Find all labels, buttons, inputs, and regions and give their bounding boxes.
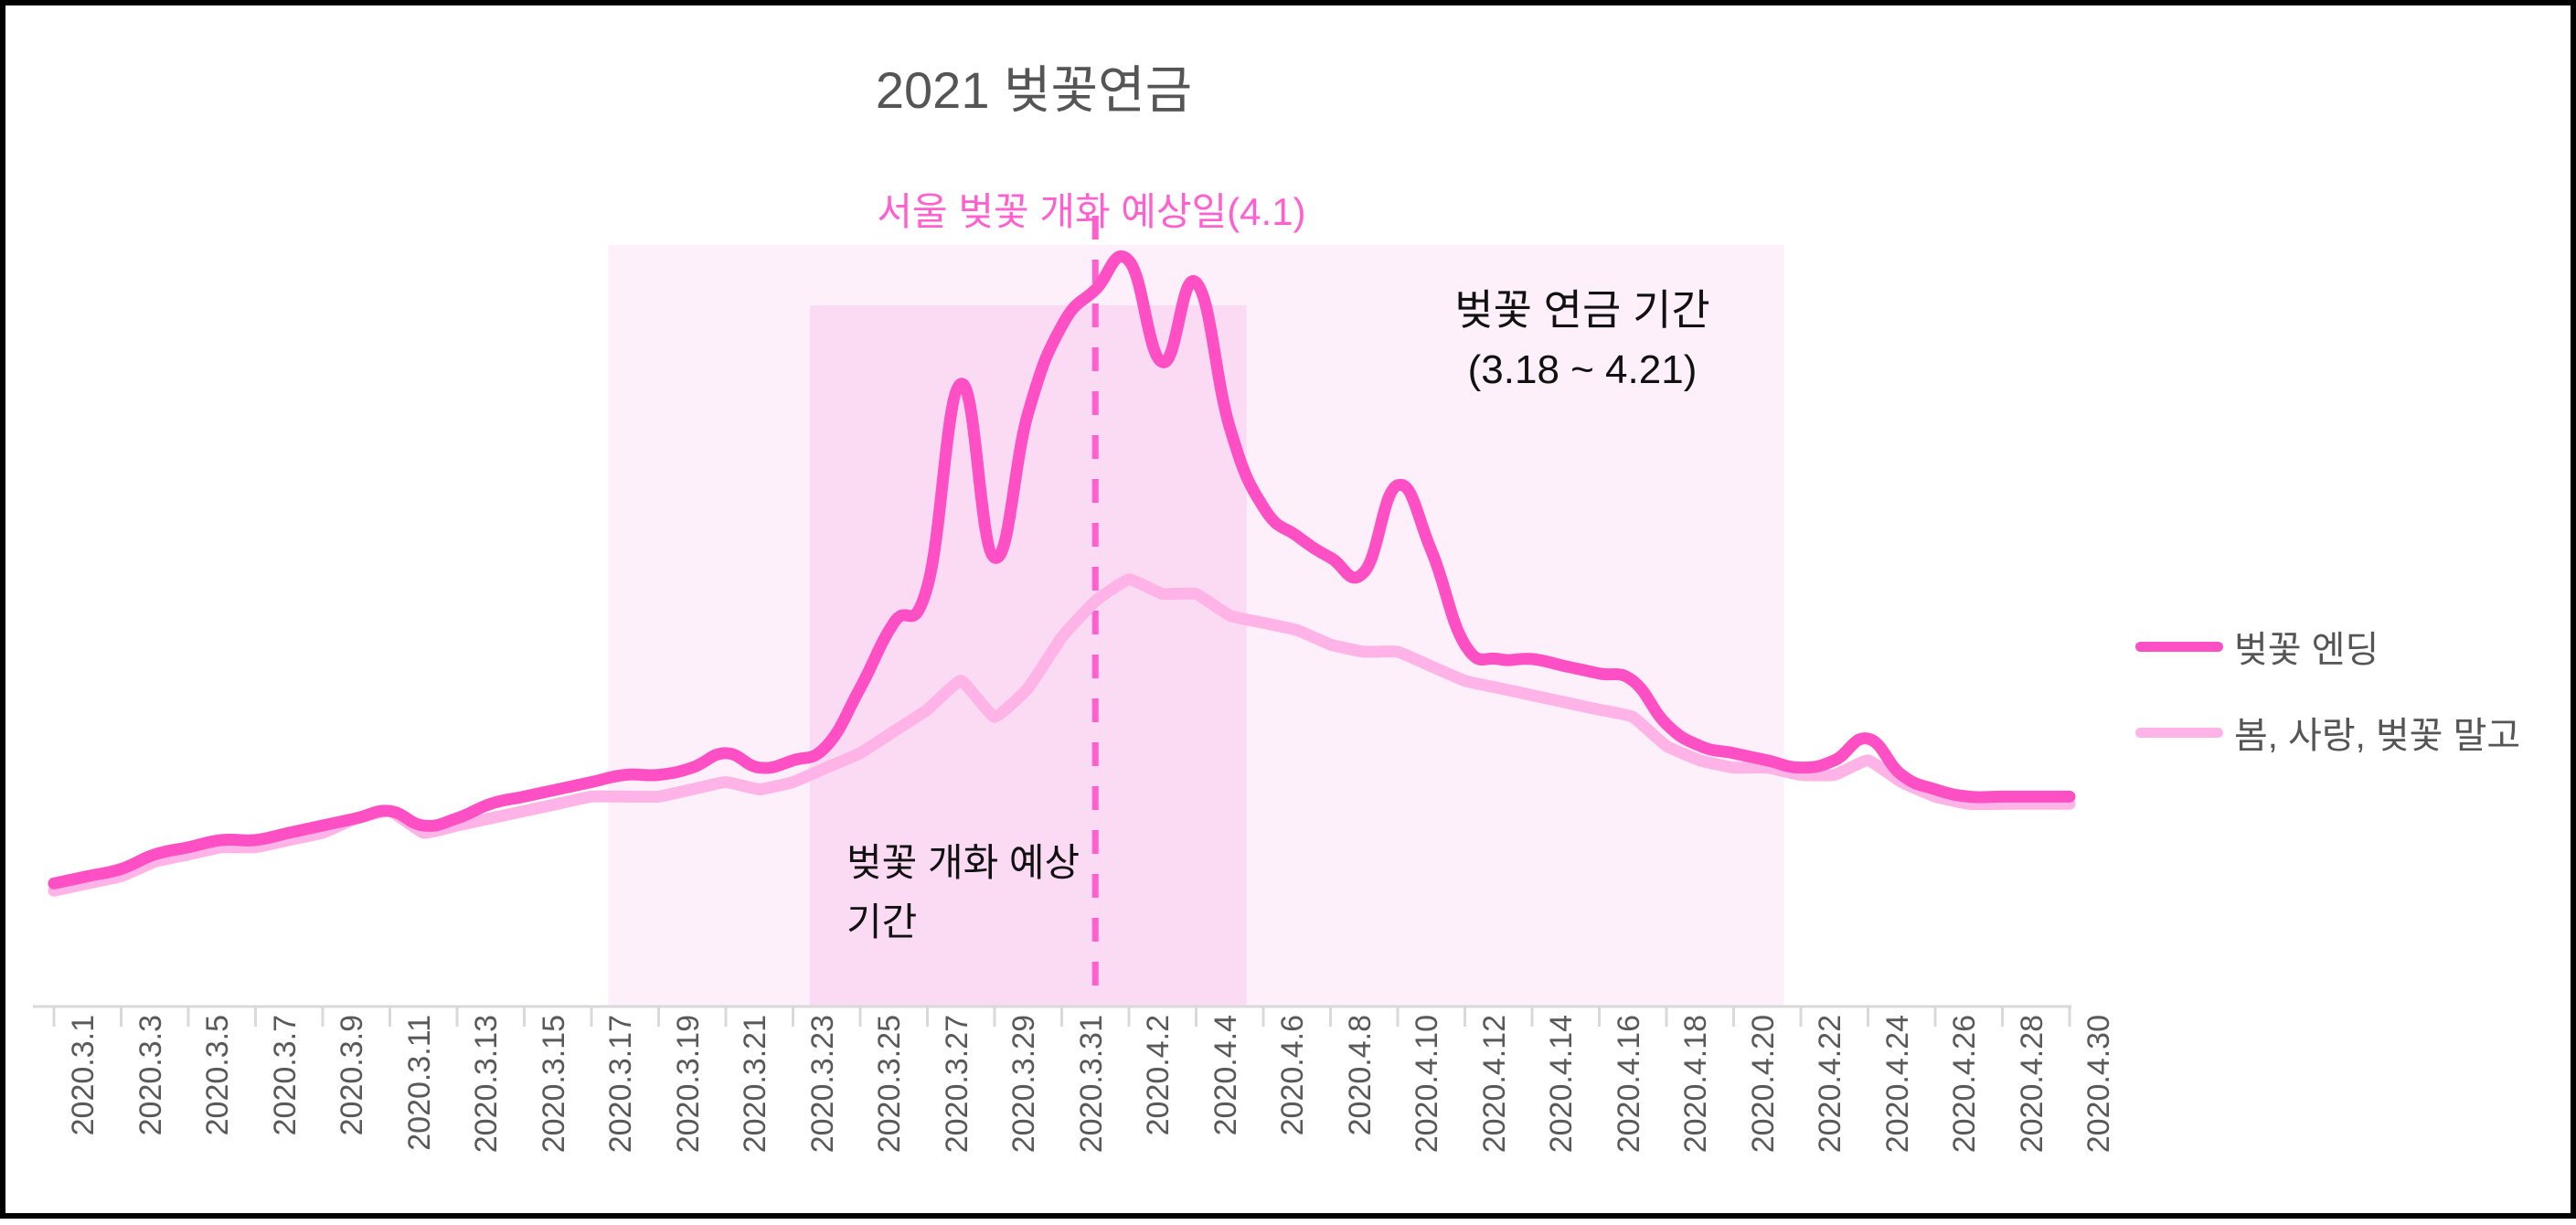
x-axis-tick-label: 2020.4.20	[1745, 1015, 1781, 1154]
chart-legend: 벚꽃 엔딩 봄, 사랑, 벚꽃 말고	[2135, 620, 2520, 759]
x-axis-tick-label: 2020.3.23	[804, 1015, 840, 1154]
pension-period-line1: 벚꽃 연금 기간	[1454, 286, 1710, 334]
x-axis-tick-label: 2020.4.22	[1813, 1015, 1847, 1154]
legend-swatch-icon	[2135, 727, 2223, 738]
chart-title: 2021 벚꽃연금	[875, 61, 1193, 119]
x-axis-tick-label: 2020.3.11	[401, 1015, 437, 1151]
x-axis-tick-label: 2020.4.2	[1141, 1015, 1176, 1136]
x-axis-tick-label: 2020.3.29	[1006, 1015, 1041, 1154]
x-axis-tick-label: 2020.4.8	[1342, 1015, 1378, 1136]
chart-plot-area	[33, 216, 2076, 1027]
x-axis-tick-label: 2020.3.5	[200, 1015, 235, 1136]
x-axis-tick-label: 2020.3.3	[133, 1015, 168, 1136]
x-axis-tick-label: 2020.3.31	[1073, 1015, 1109, 1154]
x-axis-tick-label: 2020.3.15	[536, 1015, 571, 1154]
x-axis-tick-label: 2020.3.17	[603, 1015, 638, 1154]
x-axis-tick-label: 2020.4.26	[1947, 1015, 1982, 1154]
x-axis	[33, 1005, 2071, 1027]
x-axis-tick-label: 2020.3.1	[66, 1015, 101, 1136]
legend-label: 벚꽃 엔딩	[2234, 630, 2379, 670]
bloom-period-annotation: 벚꽃 개화 예상 기간	[846, 833, 1212, 952]
x-axis-tick-label: 2020.4.4	[1208, 1015, 1243, 1136]
bloom-period-line2: 기간	[846, 900, 918, 944]
x-axis-tick-label: 2020.4.14	[1544, 1015, 1579, 1154]
legend-item-1[interactable]: 봄, 사랑, 벚꽃 말고	[2135, 706, 2520, 759]
x-axis-tick-label: 2020.3.9	[335, 1015, 369, 1136]
x-axis-tick-label: 2020.3.7	[267, 1015, 303, 1136]
pension-period-line2: (3.18 ~ 4.21)	[1467, 346, 1698, 392]
x-axis-tick-label: 2020.4.28	[2014, 1015, 2049, 1154]
x-axis-tick-labels: 2020.3.1 2020.3.3 2020.3.5 2020.3.7 2020.3.9…	[5, 1015, 2576, 1225]
x-axis-tick-label: 2020.4.6	[1275, 1015, 1310, 1136]
x-axis-tick-label: 2020.4.10	[1410, 1015, 1444, 1154]
x-axis-tick-label: 2020.3.21	[738, 1015, 772, 1154]
legend-label: 봄, 사랑, 벚꽃 말고	[2234, 716, 2521, 756]
series-line-0	[48, 250, 2076, 889]
x-axis-tick-label: 2020.3.25	[872, 1015, 907, 1154]
bloom-period-line1: 벚꽃 개화 예상	[846, 841, 1080, 884]
x-axis-tick-label: 2020.3.19	[670, 1015, 706, 1154]
x-axis-tick-label: 2020.3.27	[939, 1015, 974, 1154]
shaded-bands	[608, 245, 1784, 1007]
pension-period-annotation: 벚꽃 연금 기간 (3.18 ~ 4.21)	[1377, 280, 1788, 399]
series-lines	[48, 250, 2076, 897]
x-axis-tick-label: 2020.4.18	[1678, 1015, 1713, 1154]
x-axis-tick-label: 2020.3.13	[469, 1015, 504, 1154]
x-axis-tick-label: 2020.4.12	[1476, 1015, 1512, 1154]
legend-item-0[interactable]: 벚꽃 엔딩	[2135, 620, 2520, 673]
x-axis-tick-label: 2020.4.16	[1611, 1015, 1646, 1154]
x-axis-tick-label: 2020.4.24	[1879, 1015, 1915, 1154]
legend-swatch-icon	[2135, 641, 2223, 652]
x-axis-tick-label: 2020.4.30	[2081, 1015, 2116, 1154]
bloom-date-annotation: 서울 벚꽃 개화 예상일(4.1)	[877, 190, 1306, 233]
